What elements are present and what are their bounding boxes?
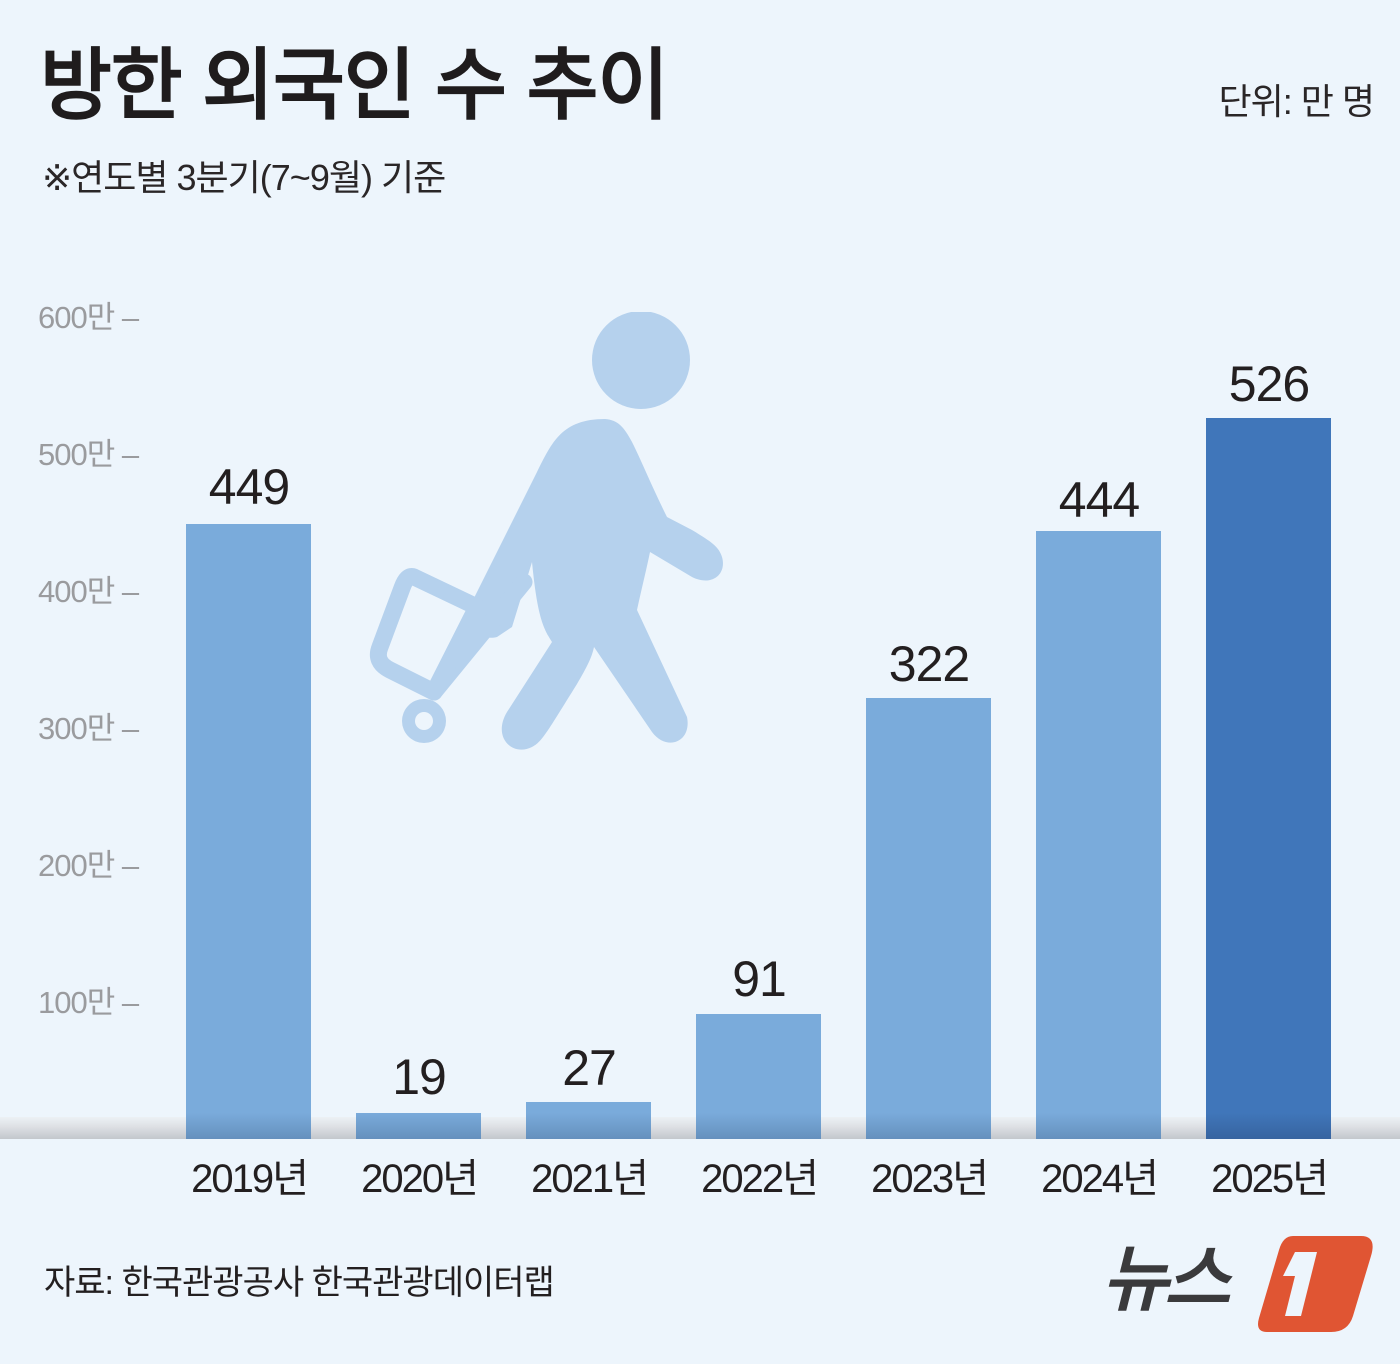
value-label-2020: 19 xyxy=(392,1049,447,1105)
news1-logo: 뉴스 xyxy=(1098,1234,1378,1334)
x-tick-label: 2023년 xyxy=(871,1157,989,1201)
y-tick-label: 200만 – xyxy=(38,848,139,883)
chart-title: 방한 외국인 수 추이 xyxy=(40,41,669,129)
logo-wordmark: 뉴스 xyxy=(1102,1240,1231,1320)
bar-2021 xyxy=(526,1102,651,1139)
y-tick-label: 600만 – xyxy=(38,300,139,335)
source-note: 자료: 한국관광공사 한국관광데이터랩 xyxy=(44,1264,555,1302)
x-tick-label: 2019년 xyxy=(191,1157,309,1201)
x-tick-label: 2022년 xyxy=(701,1157,819,1201)
unit-label: 단위: 만 명 xyxy=(1218,81,1375,122)
y-tick-label: 300만 – xyxy=(38,711,139,746)
y-tick-label: 100만 – xyxy=(38,985,139,1020)
x-tick-label: 2024년 xyxy=(1041,1157,1159,1201)
bar-2019 xyxy=(186,524,311,1139)
value-label-2024: 444 xyxy=(1058,472,1140,528)
traveler-with-suitcase-icon xyxy=(369,312,723,750)
x-tick-label: 2020년 xyxy=(361,1157,479,1201)
x-tick-label: 2025년 xyxy=(1211,1157,1329,1201)
chart-subtitle: ※연도별 3분기(7~9월) 기준 xyxy=(42,157,446,198)
y-tick-label: 500만 – xyxy=(38,437,139,472)
x-tick-label: 2021년 xyxy=(531,1157,649,1201)
bar-2025 xyxy=(1206,418,1331,1139)
value-label-2023: 322 xyxy=(888,636,970,692)
value-label-2021: 27 xyxy=(562,1040,617,1096)
value-label-2019: 449 xyxy=(208,459,290,515)
bar-2023 xyxy=(866,698,991,1139)
bar-2022 xyxy=(696,1014,821,1139)
value-label-2022: 91 xyxy=(732,951,787,1007)
value-label-2025: 526 xyxy=(1228,356,1310,412)
bar-2024 xyxy=(1036,531,1161,1139)
bar-2020 xyxy=(356,1113,481,1139)
logo-one-mark-icon xyxy=(1258,1236,1373,1332)
y-tick-label: 400만 – xyxy=(38,574,139,609)
